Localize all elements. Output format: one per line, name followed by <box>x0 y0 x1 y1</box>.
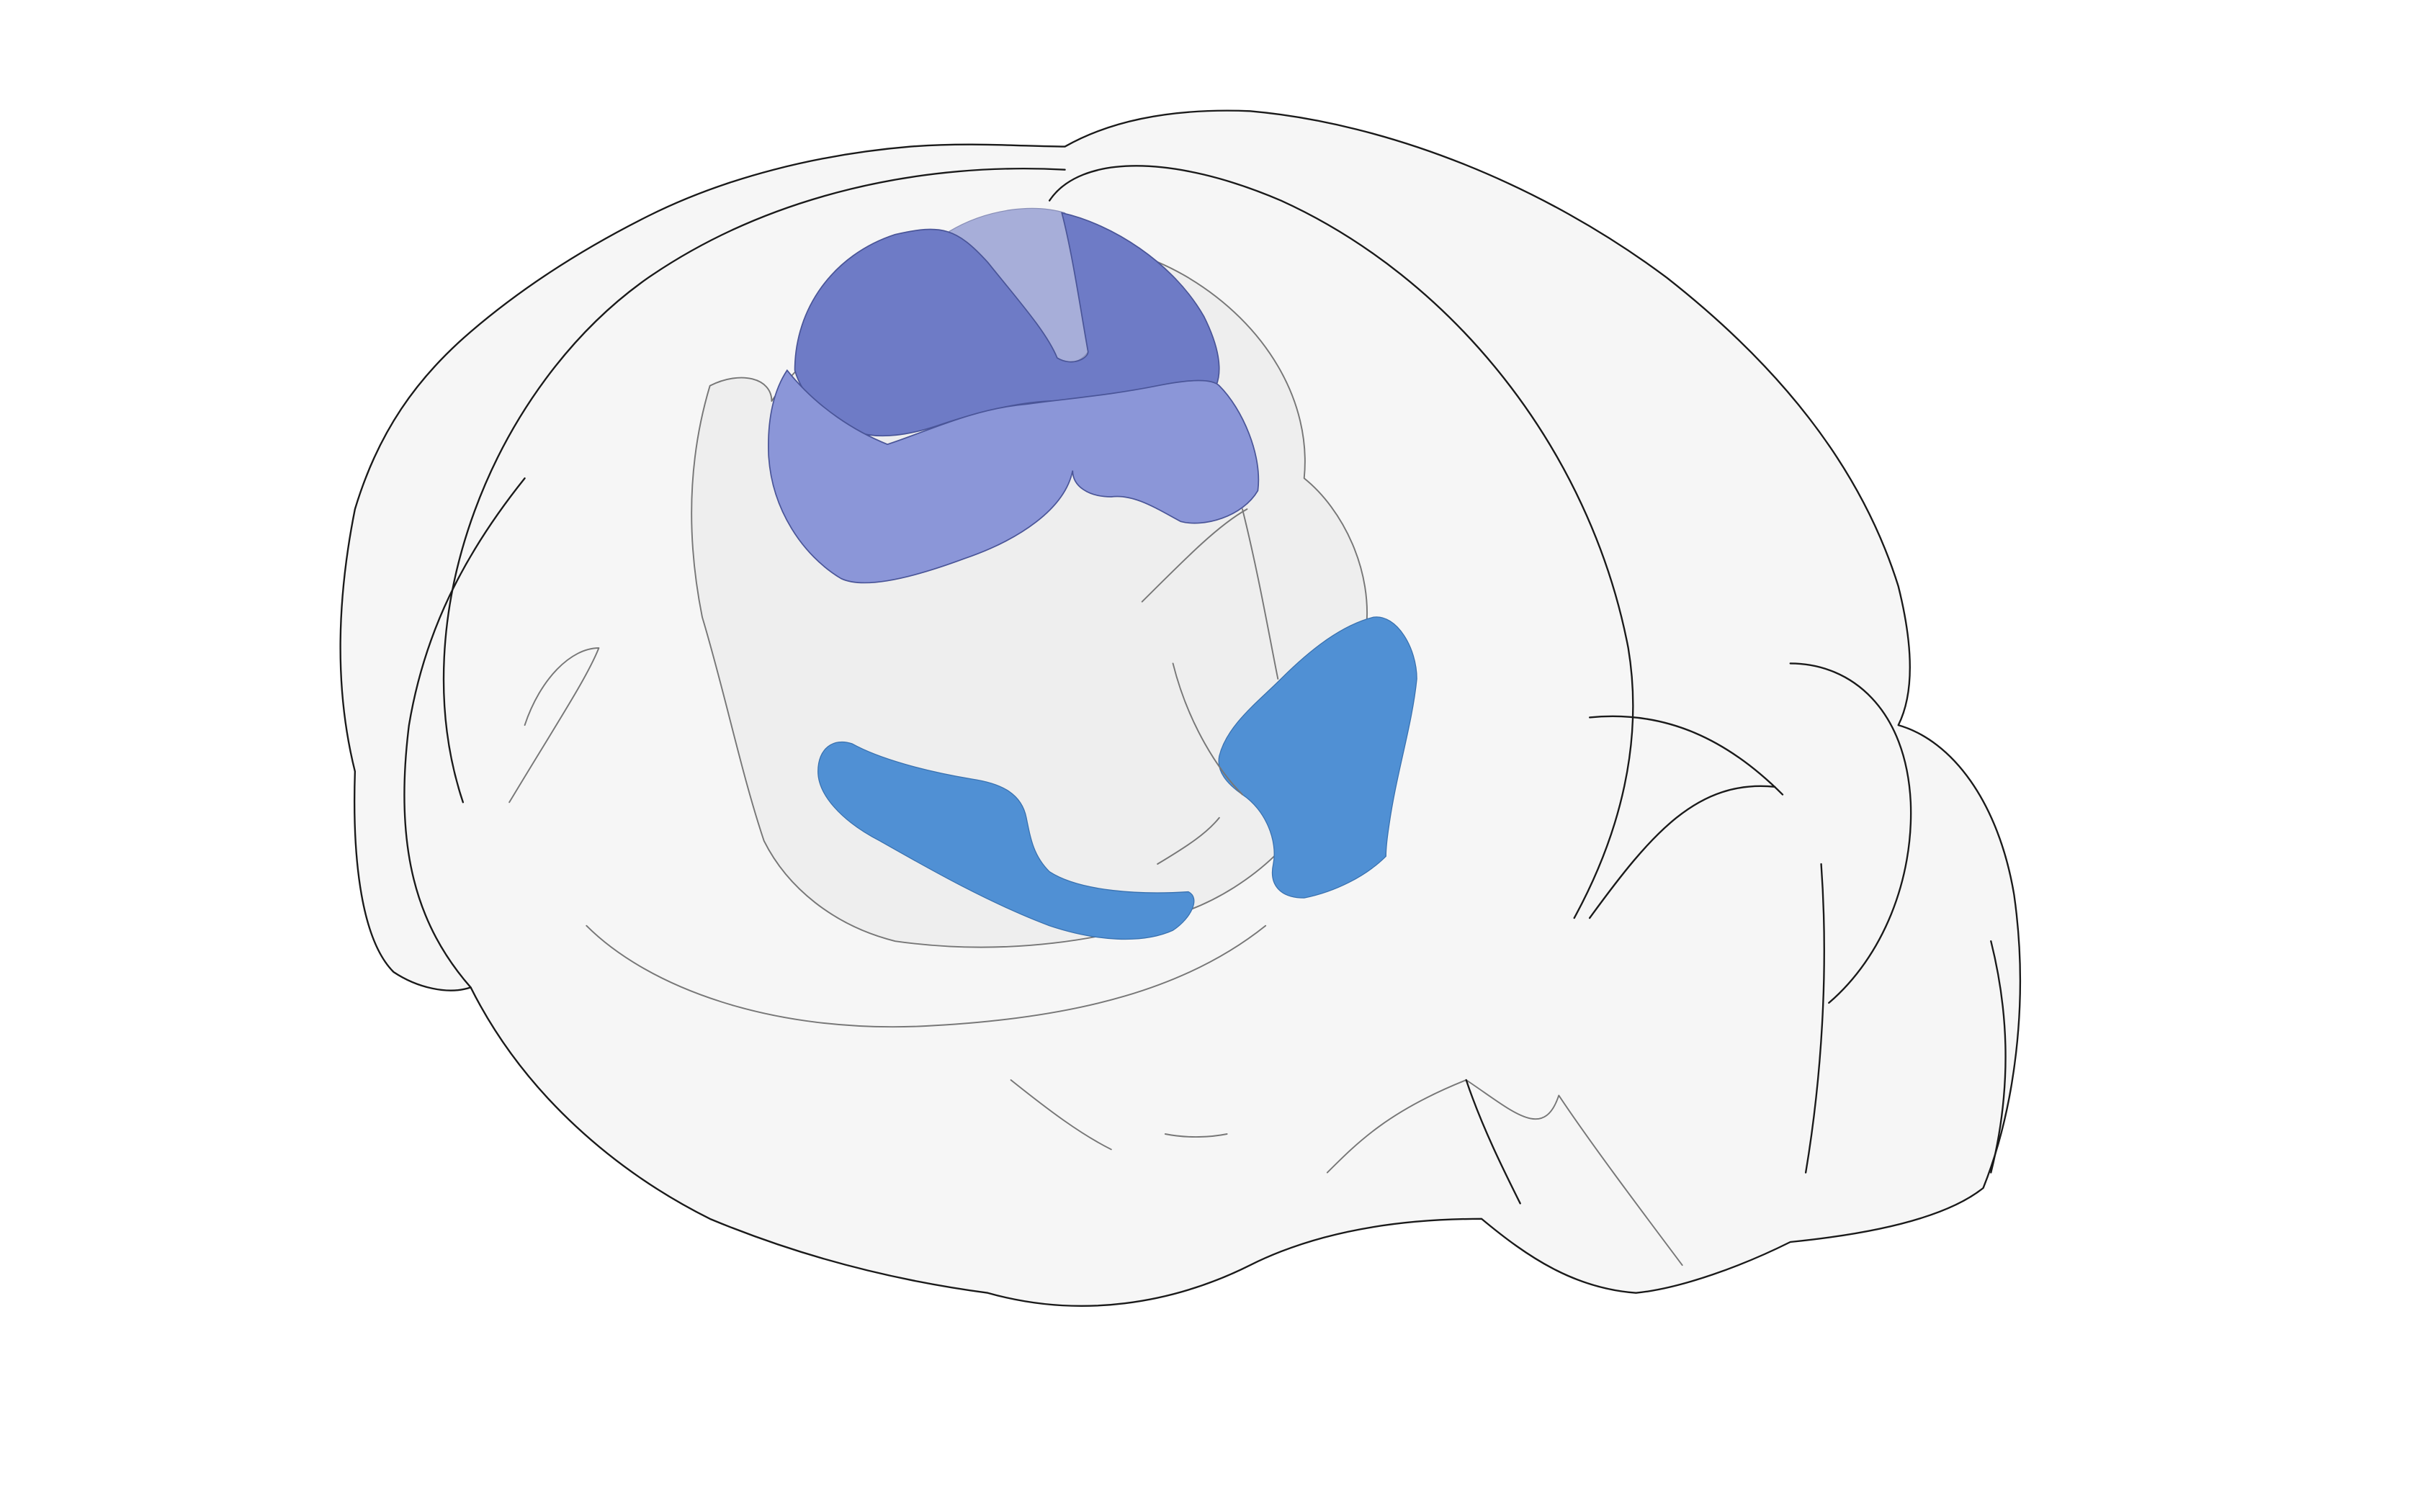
detail-stroke-4 <box>1990 940 2007 1174</box>
cortex-boundary <box>1048 165 1634 919</box>
region-upper-light <box>768 369 1260 584</box>
hindbrain-fold <box>1588 715 1784 796</box>
cerebellum-vertical <box>1804 863 1825 1174</box>
detail-stroke-2 <box>1157 816 1220 865</box>
inner-lower-curve-5 <box>1164 1133 1228 1138</box>
inner-lower-curve-2 <box>508 647 600 804</box>
region-lower-right <box>1218 616 1417 899</box>
inner-lower-curve-4 <box>1010 1079 1112 1151</box>
detail-stroke-3 <box>1465 1079 1521 1205</box>
hindbrain-fold-2 <box>1588 785 1776 919</box>
inner-connector <box>1242 508 1279 680</box>
detail-stroke-1 <box>1172 662 1243 796</box>
region-lower-left <box>817 741 1195 940</box>
cerebellum-arc <box>1789 662 1912 1004</box>
inner-connector-2 <box>1141 508 1248 603</box>
inner-lower-curve-3 <box>1326 1079 1683 1266</box>
inner-lower-curve <box>586 924 1267 1028</box>
olfactory-outline <box>403 477 526 989</box>
forebrain-arc <box>442 168 1066 804</box>
